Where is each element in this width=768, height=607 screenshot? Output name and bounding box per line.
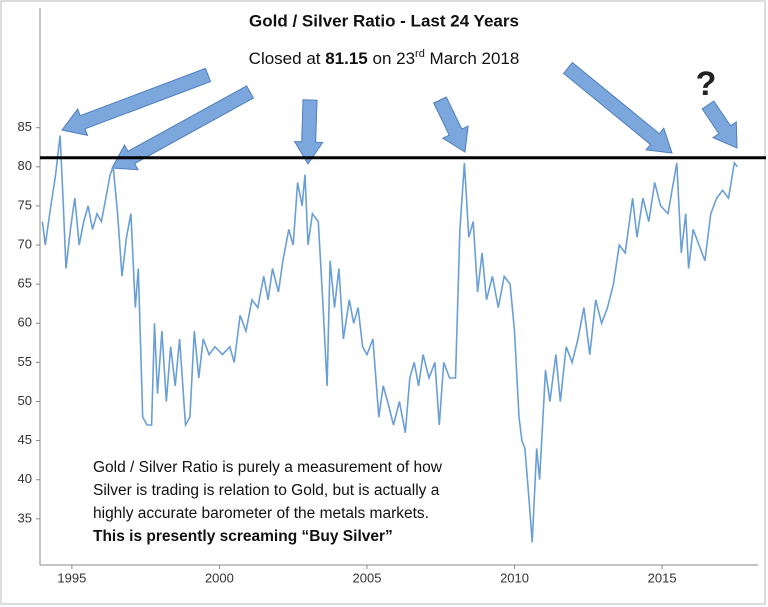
annotation-line: Silver is trading is relation to Gold, b… — [93, 482, 440, 499]
line-series — [41, 135, 738, 543]
y-tick-label: 35 — [18, 510, 32, 525]
y-tick-label: 70 — [18, 236, 32, 251]
y-tick-label: 85 — [18, 119, 32, 134]
arrows — [61, 61, 738, 171]
annotation-line: Gold / Silver Ratio is purely a measurem… — [93, 459, 443, 476]
y-tick-label: 65 — [18, 276, 32, 291]
x-tick-label: 2010 — [500, 570, 529, 585]
annotation: Gold / Silver Ratio is purely a measurem… — [93, 459, 443, 545]
x-tick-label: 2005 — [353, 570, 382, 585]
subtitle: Closed at 81.15 on 23rd March 2018 — [249, 48, 520, 69]
subtitle-part: on 23 — [368, 49, 415, 68]
y-tick-label: 45 — [18, 432, 32, 447]
arrow — [293, 99, 324, 165]
x-tick-label: 2000 — [205, 570, 234, 585]
annotation-bold: This is presently screaming “Buy Silver” — [93, 528, 393, 545]
subtitle-value: 81.15 — [325, 49, 368, 68]
arrow — [111, 85, 255, 171]
arrow — [562, 61, 673, 154]
y-tick-label: 55 — [18, 354, 32, 369]
plot: 35 40 45 50 55 60 65 70 75 80 85 1995 2000 2005 2010 20… — [18, 8, 766, 585]
y-tick-label: 60 — [18, 315, 32, 330]
y-tick-label: 50 — [18, 393, 32, 408]
y-tick-label: 40 — [18, 471, 32, 486]
x-tick-label: 1995 — [57, 570, 86, 585]
subtitle-part: Closed at — [249, 49, 326, 68]
arrow — [701, 100, 738, 149]
question-mark: ? — [696, 65, 717, 103]
subtitle-sup: rd — [415, 48, 425, 60]
arrow — [433, 96, 469, 153]
subtitle-part: March 2018 — [425, 49, 520, 68]
y-tick-label: 80 — [18, 158, 32, 173]
chart-title: Gold / Silver Ratio - Last 24 Years — [249, 11, 519, 30]
y-tick-label: 75 — [18, 197, 32, 212]
arrow — [61, 67, 212, 136]
annotation-line: highly accurate barometer of the metals … — [93, 505, 429, 522]
x-tick-label: 2015 — [648, 570, 677, 585]
